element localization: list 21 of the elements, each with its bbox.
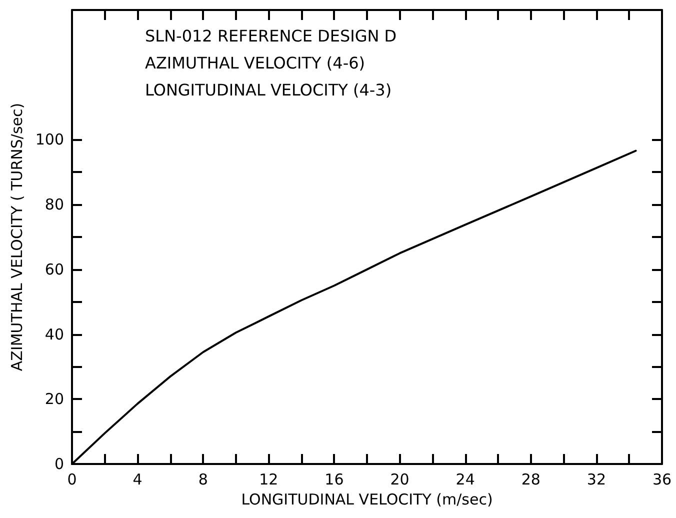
x-tick-label: 20 [390,470,410,488]
y-axis-title: AZIMUTHAL VELOCITY ( TURNS/sec) [8,102,26,372]
x-tick-label: 36 [652,470,672,488]
x-axis-title: LONGITUDINAL VELOCITY (m/sec) [241,490,493,508]
x-tick-label: 16 [324,470,344,488]
y-tick-label: 80 [44,196,64,214]
x-tick-label: 12 [259,470,278,488]
x-tick-label: 32 [586,470,606,488]
y-tick-label: 60 [44,260,64,278]
x-tick-label: 8 [198,470,208,488]
y-tick-label: 20 [44,390,64,408]
annotation: LONGITUDINAL VELOCITY (4-3) [145,80,392,100]
x-tick-label: 24 [456,470,475,488]
y-tick-label: 40 [44,325,64,344]
x-tick-label: 4 [132,470,142,488]
y-tick-label: 100 [35,130,64,149]
x-tick-label: 28 [521,470,540,488]
annotation: SLN-012 REFERENCE DESIGN D [145,26,397,46]
x-tick-label: 0 [67,470,77,488]
y-tick-label: 0 [54,455,64,473]
annotation: AZIMUTHAL VELOCITY (4-6) [145,54,366,72]
